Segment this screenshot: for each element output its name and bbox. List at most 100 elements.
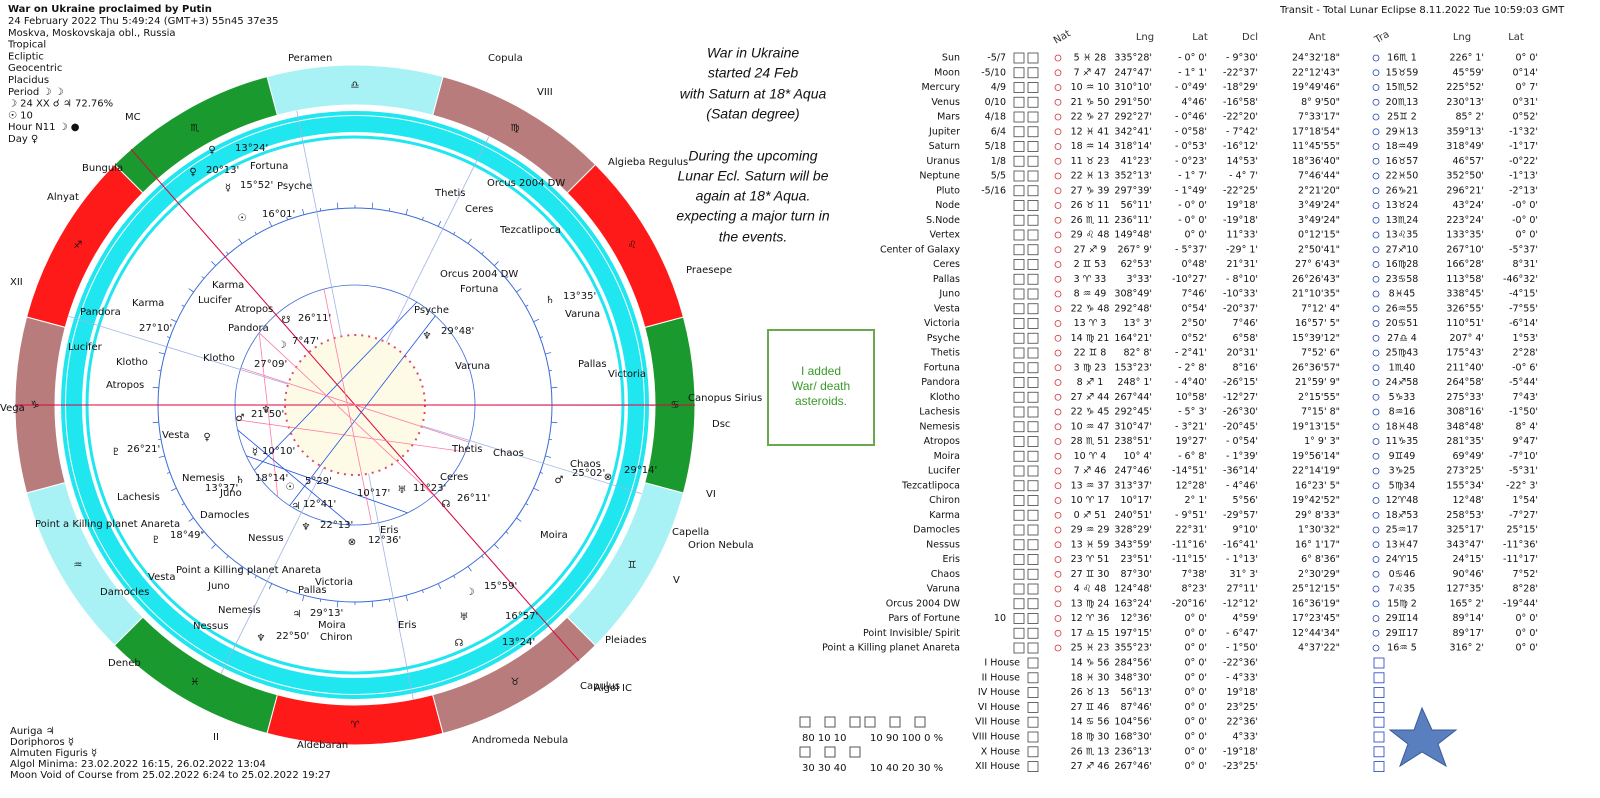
cell-ant: 3°49'24": [1298, 200, 1340, 211]
aspect-icon: [1027, 524, 1039, 536]
wheel-label: Pallas: [578, 359, 607, 370]
house-cell: 104°56': [1114, 717, 1152, 728]
footer-line: Auriga ♃: [10, 726, 55, 737]
wheel-label: Klotho: [116, 357, 148, 368]
stat-icon: [824, 716, 836, 728]
transit-icon: [1372, 467, 1380, 475]
cell-name: Neptune: [919, 171, 960, 182]
cell-dcl: - 0°54': [1226, 436, 1258, 447]
cell-lng: 308°49': [1114, 289, 1152, 300]
degree-tick: [494, 544, 499, 549]
cell-tpos: 15♏52: [1386, 82, 1419, 93]
degree-tick: [481, 251, 484, 255]
cell-tlng: 296°21': [1446, 185, 1484, 196]
degree-tick: [467, 566, 472, 572]
cell-name: Vesta: [934, 303, 960, 314]
cell-tpos: 25♊ 2: [1387, 112, 1417, 123]
planet-glyph: ♄: [236, 475, 245, 486]
cell-tlat: 25°15': [1506, 525, 1538, 536]
house-cell: 348°30': [1114, 672, 1152, 683]
cell-tlat: -1°50': [1509, 407, 1538, 418]
cell-tpos: 8♓45: [1389, 289, 1416, 300]
cell-dcl: -29° 1': [1226, 244, 1258, 255]
degree-tick: [170, 487, 177, 492]
aspect-icon: [1013, 421, 1025, 433]
wheel-label: 15°59': [484, 581, 517, 592]
aspect-icon: [1013, 318, 1025, 329]
cell-tlng: 326°55': [1446, 303, 1484, 314]
cell-lat: - 6° 8': [1178, 451, 1207, 462]
transit-icon: [1372, 69, 1380, 77]
cell-ant: 16°57' 5": [1295, 318, 1340, 329]
degree-tick: [551, 421, 558, 424]
house-cell: -22°36': [1223, 658, 1258, 669]
cell-pos: 13 ♈ 3: [1074, 318, 1107, 329]
wheel-label: 29°14': [624, 465, 657, 476]
house-icon: [1373, 761, 1385, 772]
cell-lat: - 5° 3': [1178, 407, 1207, 418]
aspect-icon: [1013, 52, 1025, 64]
transit-icon: [1372, 408, 1380, 416]
zodiac-sign: ♎: [351, 80, 360, 91]
cell-lng: 292°27': [1114, 112, 1152, 123]
degree-tick: [481, 555, 484, 559]
wheel-label: 18°14': [255, 473, 288, 484]
planet-icon: [1054, 526, 1062, 534]
house-icon: [1027, 687, 1039, 698]
cell-pos: 10 ♈ 4: [1074, 451, 1107, 462]
cell-ant: 2°21'20": [1298, 185, 1340, 196]
cell-tlng: 352°50': [1446, 171, 1484, 182]
cell-ant: 26°36'57": [1292, 362, 1340, 373]
cell-pos: 23 ♈ 51: [1071, 554, 1110, 565]
aspect-icon: [1013, 436, 1025, 447]
wheel-label: Algieba Regulus: [608, 157, 688, 168]
wheel-label: 11°23': [413, 483, 446, 494]
degree-tick: [422, 216, 424, 221]
cell-name: Saturn: [929, 141, 960, 152]
aspect-icon: [1013, 391, 1025, 403]
house-cell: IV House: [978, 687, 1020, 698]
cell-tlat: -22° 3': [1506, 480, 1538, 491]
cell-lng: 310°10': [1114, 82, 1152, 93]
house-cell: - 4°33': [1226, 672, 1258, 683]
cell-tpos: 13♉24: [1386, 200, 1419, 211]
house-icon: [1373, 746, 1385, 758]
aspect-icon: [1027, 170, 1039, 182]
cell-name: Mars: [937, 112, 960, 123]
cell-dcl: - 6°47': [1226, 628, 1258, 639]
cell-name: Eris: [943, 554, 961, 565]
stat-icon: [914, 716, 926, 728]
cell-tpos: 24♈15: [1386, 554, 1419, 565]
note-line: Lunar Ecl. Saturn will be: [678, 168, 829, 184]
wheel-label: Lucifer: [68, 342, 103, 353]
planet-icon: [1054, 585, 1062, 593]
cell-ant: 18°36'40": [1292, 156, 1340, 167]
header-line: Geocentric: [8, 63, 62, 74]
cell-score: 5/18: [985, 141, 1006, 152]
cell-tpos: 18♒49: [1386, 141, 1419, 152]
wheel-label: Chaos: [570, 459, 601, 470]
cell-lat: - 0° 0': [1178, 215, 1207, 226]
cell-tpos: 22♓50: [1386, 171, 1419, 182]
house-cell: 26 ♏ 13: [1071, 746, 1110, 757]
cell-lng: 247°47': [1114, 67, 1152, 78]
cell-name: Pars of Fortune: [888, 613, 960, 624]
cell-tlat: 0° 0': [1516, 230, 1538, 241]
wheel-label: 26°11': [298, 313, 331, 324]
cell-pos: 3 ♍ 23: [1074, 362, 1107, 373]
cell-dcl: - 8°10': [1226, 274, 1258, 285]
planet-glyph: ☉: [286, 482, 295, 493]
degree-tick: [286, 216, 288, 221]
cell-tlng: 69°49': [1452, 451, 1484, 462]
degree-tick: [188, 288, 194, 293]
cell-ant: 4°37'22": [1298, 643, 1340, 654]
planet-icon: [1054, 408, 1062, 416]
degree-tick: [371, 202, 374, 209]
transit-icon: [1372, 172, 1380, 180]
cell-dcl: - 7°42': [1226, 126, 1258, 137]
degree-tick: [211, 544, 216, 549]
house-icon: [1373, 716, 1385, 728]
wheel-label: 5°29': [305, 476, 332, 487]
cell-pos: 22 ♑ 27: [1071, 112, 1110, 123]
transit-icon: [1372, 157, 1380, 165]
